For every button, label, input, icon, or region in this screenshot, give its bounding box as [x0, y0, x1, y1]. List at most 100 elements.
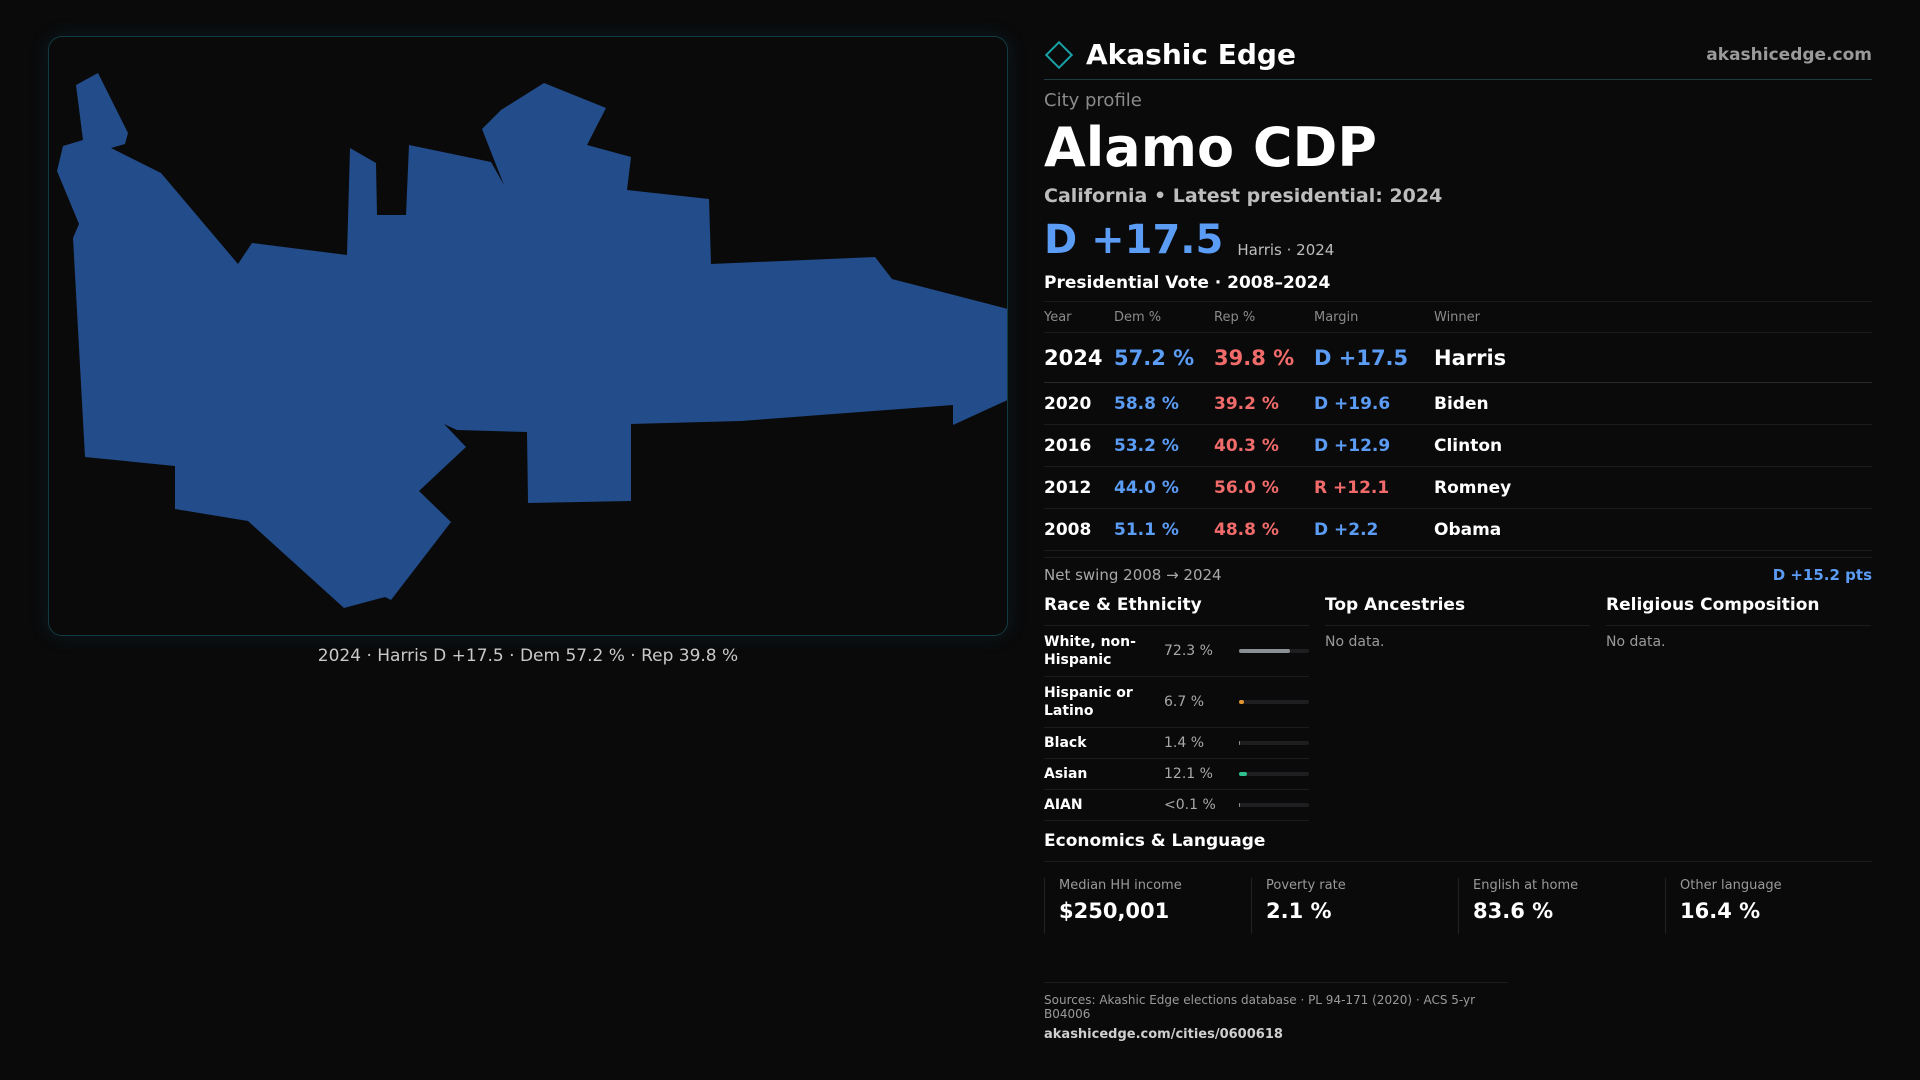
- race-bar: [1239, 649, 1309, 653]
- header-winner: Winner: [1434, 309, 1481, 325]
- stat-label: Median HH income: [1059, 878, 1182, 893]
- table-row: 2020 58.8 % 39.2 % D +19.6 Biden: [1044, 383, 1872, 425]
- race-pct: 72.3 %: [1164, 643, 1213, 659]
- cell-rep: 56.0 %: [1214, 477, 1279, 498]
- stat-median-income: Median HH income $250,001: [1044, 878, 1251, 934]
- race-label: AIAN: [1044, 797, 1083, 813]
- net-swing: Net swing 2008 → 2024 D +15.2 pts: [1044, 557, 1872, 591]
- stat-label: Poverty rate: [1266, 878, 1346, 893]
- cell-margin: D +2.2: [1314, 519, 1379, 540]
- race-section-title: Race & Ethnicity: [1044, 595, 1309, 626]
- race-section: Race & Ethnicity White, non-Hispanic 72.…: [1044, 595, 1309, 821]
- profile-subtitle: California • Latest presidential: 2024: [1044, 185, 1443, 207]
- cell-dem: 57.2 %: [1114, 345, 1195, 370]
- race-row: White, non-Hispanic 72.3 %: [1044, 626, 1309, 677]
- race-pct: 1.4 %: [1164, 735, 1205, 751]
- race-label: Black: [1044, 735, 1087, 751]
- race-bar-fill: [1239, 772, 1248, 776]
- cell-winner: Obama: [1434, 519, 1502, 540]
- race-row: AIAN <0.1 %: [1044, 790, 1309, 821]
- header-rep: Rep %: [1214, 309, 1256, 325]
- religion-section: Religious Composition No data.: [1606, 595, 1871, 821]
- cell-dem: 53.2 %: [1114, 435, 1179, 456]
- stat-value: 16.4 %: [1680, 899, 1761, 923]
- table-row: 2008 51.1 % 48.8 % D +2.2 Obama: [1044, 509, 1872, 551]
- vote-table: Year Dem % Rep % Margin Winner 2024 57.2…: [1044, 301, 1872, 551]
- map-caption: 2024 · Harris D +17.5 · Dem 57.2 % · Rep…: [317, 646, 739, 666]
- cell-margin: D +19.6: [1314, 393, 1391, 414]
- headline-result: D +17.5 Harris · 2024: [1044, 219, 1872, 261]
- cell-year: 2024: [1044, 345, 1103, 370]
- page-url-link[interactable]: akashicedge.com/cities/0600618: [1044, 1027, 1283, 1042]
- race-bar: [1239, 772, 1309, 776]
- cell-rep: 48.8 %: [1214, 519, 1279, 540]
- stat-label: English at home: [1473, 878, 1579, 893]
- economics-stats: Median HH income $250,001 Poverty rate 2…: [1044, 878, 1872, 934]
- headline-margin: D +17.5: [1044, 217, 1224, 263]
- ancestries-section: Top Ancestries No data.: [1325, 595, 1590, 821]
- economics-section-title: Economics & Language: [1044, 831, 1872, 862]
- cell-winner: Biden: [1434, 393, 1489, 414]
- ancestries-empty: No data.: [1325, 634, 1385, 650]
- headline-note: Harris · 2024: [1237, 241, 1335, 259]
- religion-empty: No data.: [1606, 634, 1666, 650]
- cell-dem: 58.8 %: [1114, 393, 1179, 414]
- page-title: Alamo CDP: [1044, 116, 1377, 179]
- cell-rep: 40.3 %: [1214, 435, 1279, 456]
- stat-value: 2.1 %: [1266, 899, 1332, 923]
- profile-panel: Akashic Edge akashicedge.com City profil…: [1044, 30, 1872, 1042]
- race-bar-fill: [1239, 741, 1241, 745]
- race-label: White, non-Hispanic: [1044, 634, 1136, 668]
- cell-winner: Clinton: [1434, 435, 1503, 456]
- stat-poverty-rate: Poverty rate 2.1 %: [1251, 878, 1458, 934]
- race-label: Asian: [1044, 766, 1088, 782]
- brand-url-link[interactable]: akashicedge.com: [1706, 44, 1872, 65]
- brand-title: Akashic Edge: [1086, 38, 1296, 71]
- cell-year: 2016: [1044, 435, 1092, 456]
- demographics-columns: Race & Ethnicity White, non-Hispanic 72.…: [1044, 595, 1872, 821]
- cell-year: 2012: [1044, 477, 1092, 498]
- cell-margin: D +17.5: [1314, 345, 1409, 370]
- race-bar: [1239, 741, 1309, 745]
- diamond-icon: [1044, 40, 1074, 69]
- city-boundary-svg: [57, 73, 1008, 608]
- cell-winner: Harris: [1434, 345, 1507, 370]
- city-boundary-shape[interactable]: [57, 73, 1008, 608]
- net-swing-value: D +15.2 pts: [1772, 565, 1872, 584]
- race-bar: [1239, 803, 1309, 807]
- cell-year: 2020: [1044, 393, 1092, 414]
- table-row: 2024 57.2 % 39.8 % D +17.5 Harris: [1044, 333, 1872, 383]
- race-bar-fill: [1239, 700, 1244, 704]
- race-label: Hispanic or Latino: [1044, 685, 1133, 719]
- stat-english-at-home: English at home 83.6 %: [1458, 878, 1665, 934]
- net-swing-label: Net swing 2008 → 2024: [1044, 565, 1222, 584]
- header-dem: Dem %: [1114, 309, 1162, 325]
- stat-value: 83.6 %: [1473, 899, 1554, 923]
- race-pct: 6.7 %: [1164, 694, 1205, 710]
- cell-margin: R +12.1: [1314, 477, 1390, 498]
- cell-rep: 39.2 %: [1214, 393, 1279, 414]
- race-row: Hispanic or Latino 6.7 %: [1044, 677, 1309, 728]
- stat-label: Other language: [1680, 878, 1782, 893]
- table-row: 2016 53.2 % 40.3 % D +12.9 Clinton: [1044, 425, 1872, 467]
- sources-line: Sources: Akashic Edge elections database…: [1044, 993, 1476, 1021]
- city-boundary-map[interactable]: [48, 36, 1008, 636]
- cell-rep: 39.8 %: [1214, 345, 1295, 370]
- cell-margin: D +12.9: [1314, 435, 1391, 456]
- cell-winner: Romney: [1434, 477, 1512, 498]
- race-bar: [1239, 700, 1309, 704]
- race-row: Asian 12.1 %: [1044, 759, 1309, 790]
- race-bar-fill: [1239, 803, 1241, 807]
- race-pct: <0.1 %: [1164, 797, 1216, 813]
- header-margin: Margin: [1314, 309, 1359, 325]
- religion-section-title: Religious Composition: [1606, 595, 1871, 626]
- cell-dem: 44.0 %: [1114, 477, 1179, 498]
- race-pct: 12.1 %: [1164, 766, 1213, 782]
- brand[interactable]: Akashic Edge: [1044, 38, 1296, 71]
- race-row: Black 1.4 %: [1044, 728, 1309, 759]
- stat-value: $250,001: [1059, 899, 1170, 923]
- table-row: 2012 44.0 % 56.0 % R +12.1 Romney: [1044, 467, 1872, 509]
- cell-year: 2008: [1044, 519, 1092, 540]
- profile-kicker: City profile: [1044, 90, 1142, 111]
- sources-footer: Sources: Akashic Edge elections database…: [1044, 982, 1508, 1042]
